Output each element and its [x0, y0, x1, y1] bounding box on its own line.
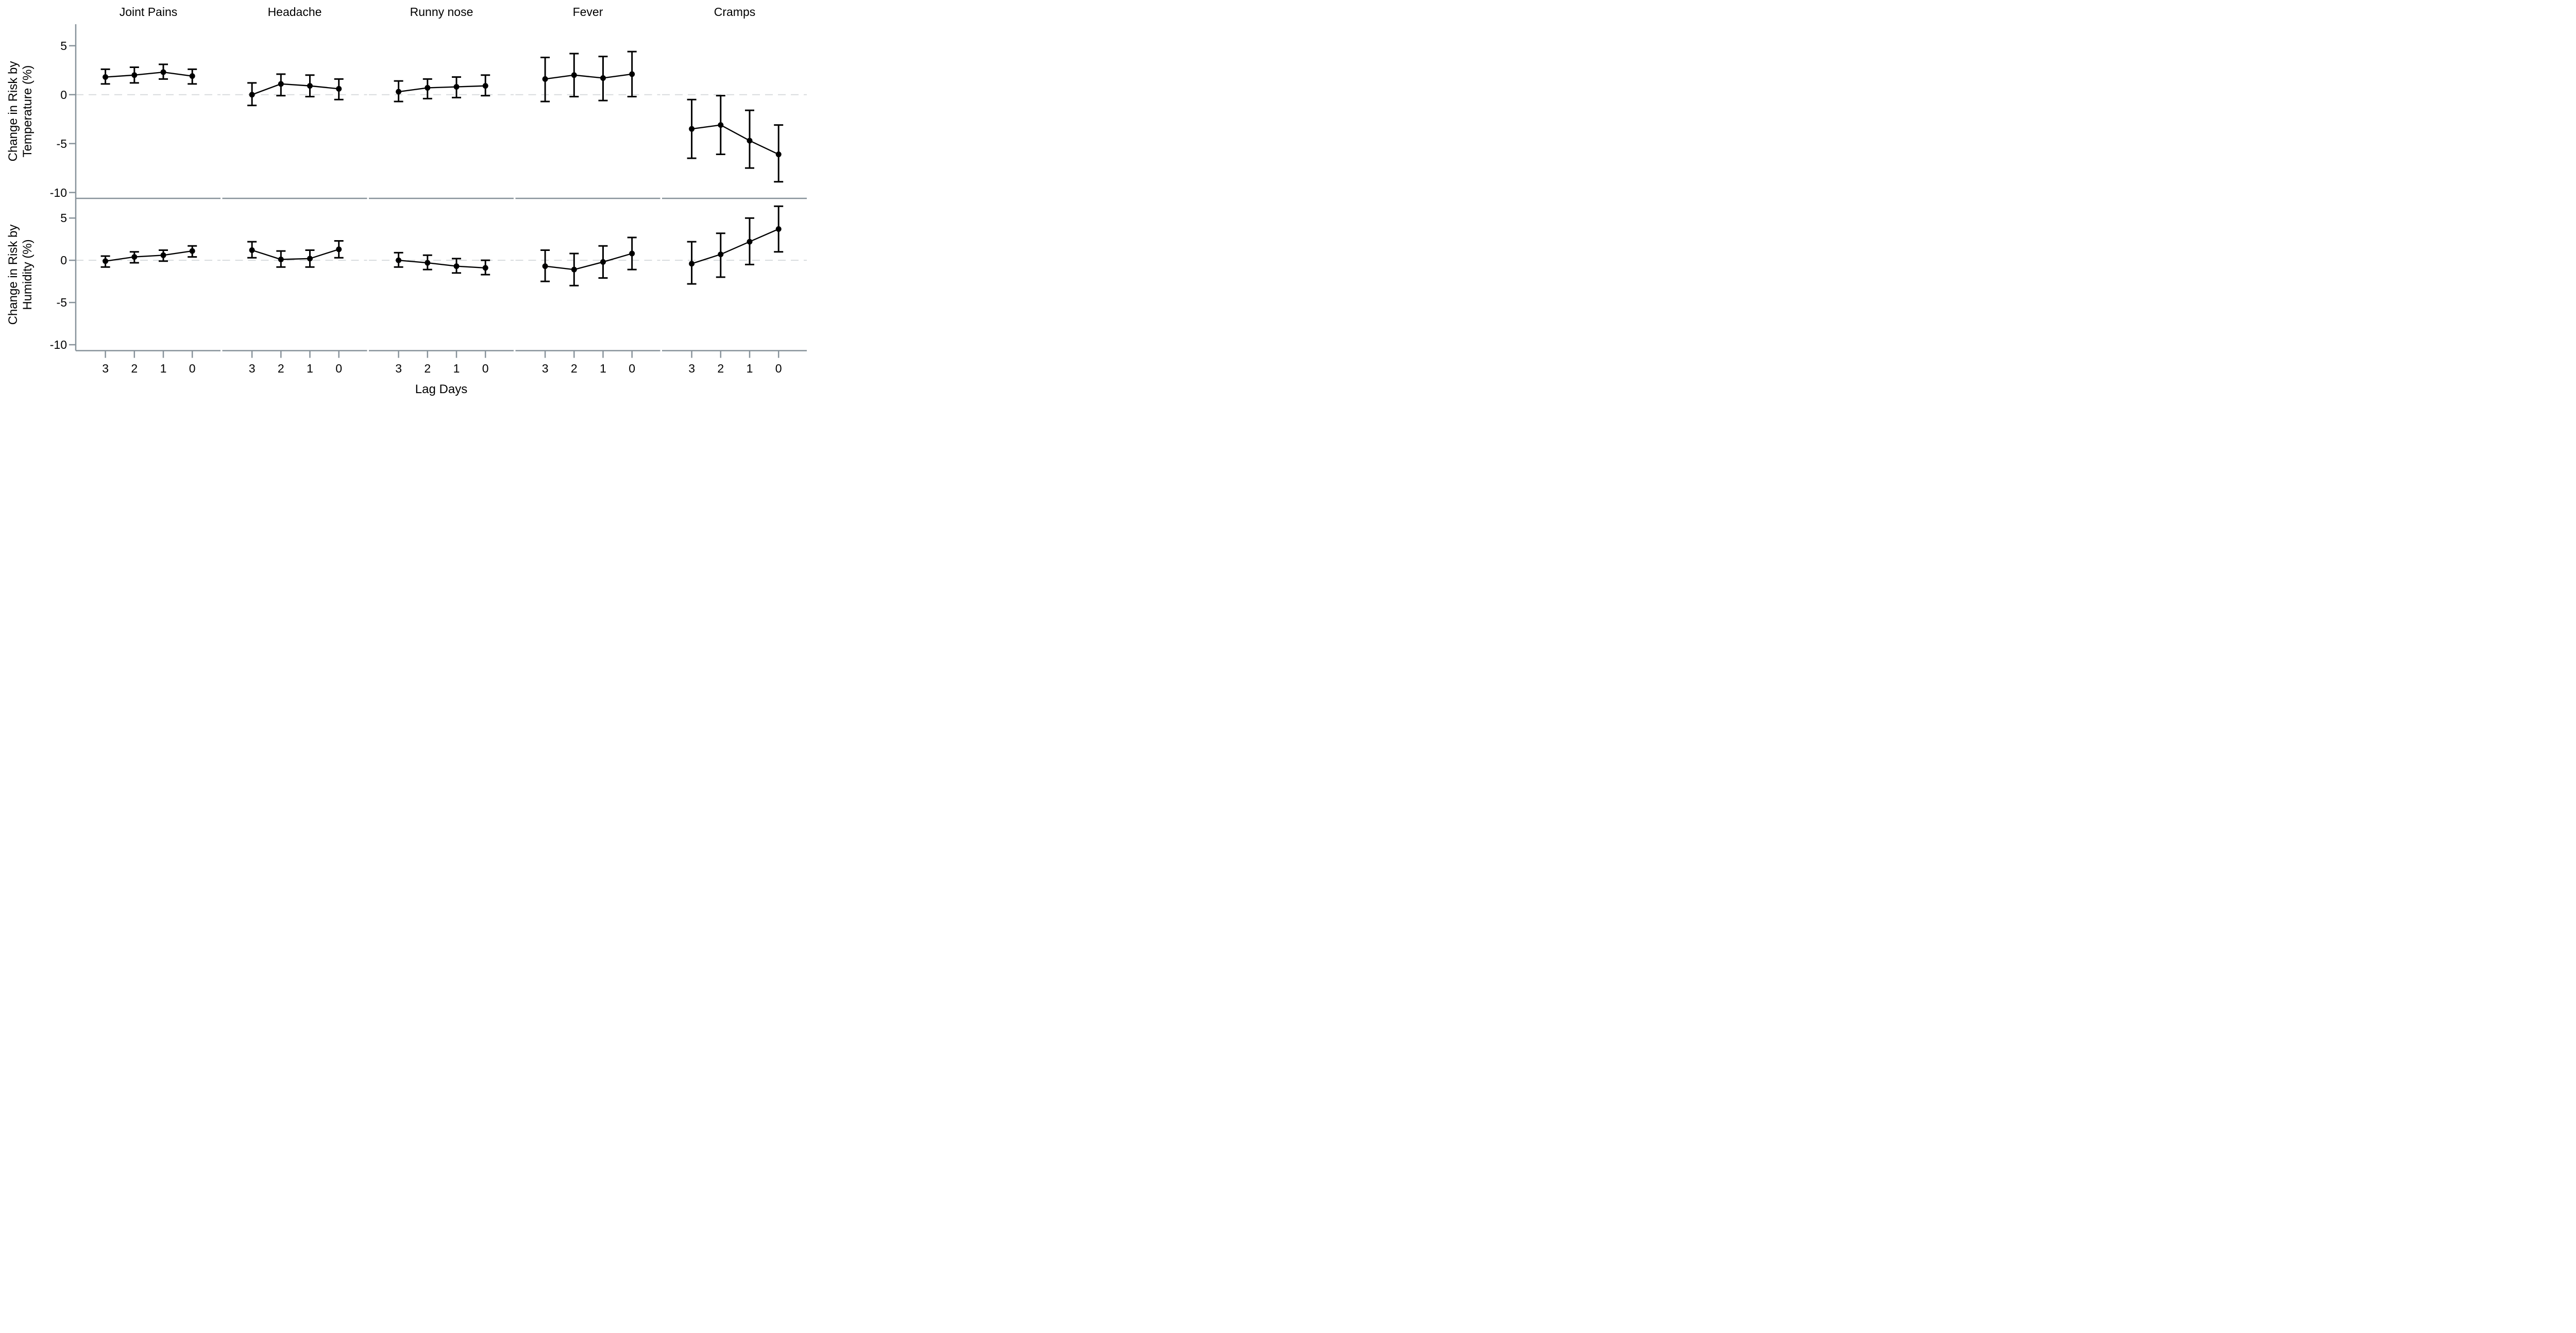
data-point: [131, 254, 138, 260]
data-point: [775, 226, 782, 232]
x-tick-label: 0: [629, 362, 636, 375]
x-tick-label: 1: [453, 362, 460, 375]
x-tick-label: 3: [248, 362, 256, 375]
data-point: [160, 69, 166, 75]
data-point: [629, 250, 635, 257]
data-point: [131, 72, 138, 78]
data-point: [307, 83, 313, 89]
series-line: [251, 83, 339, 95]
y-tick-label: -10: [49, 338, 67, 352]
data-point: [571, 72, 577, 78]
faceted-errorbar-chart: Joint Pains Headache Runny nose Fever Cr…: [0, 0, 808, 400]
data-point: [396, 89, 402, 95]
x-tick-label: 0: [775, 362, 782, 375]
x-tick-label: 1: [600, 362, 606, 375]
series-line: [398, 85, 486, 93]
data-point: [689, 126, 695, 132]
data-point: [336, 246, 342, 252]
data-point: [542, 263, 548, 269]
facet-title-joint-pains: Joint Pains: [119, 5, 178, 19]
data-point: [629, 71, 635, 77]
y-tick-label: 5: [60, 211, 67, 225]
data-point: [249, 92, 255, 98]
data-point: [307, 256, 313, 262]
facet-title-runny-nose: Runny nose: [410, 5, 473, 19]
data-point: [425, 85, 431, 91]
data-point: [278, 257, 284, 262]
y-tick-label: 5: [60, 39, 67, 53]
data-point: [600, 75, 606, 81]
data-point: [482, 265, 488, 271]
data-point: [160, 252, 166, 258]
data-point: [453, 84, 460, 90]
data-point: [718, 122, 724, 128]
facet-title-cramps: Cramps: [714, 5, 756, 19]
y-axis-label-humidity-line2: Humidity (%): [21, 239, 35, 310]
data-point: [775, 151, 782, 158]
data-point: [747, 138, 753, 144]
x-tick-label: 2: [570, 362, 578, 375]
series-line: [691, 228, 779, 264]
data-point: [453, 263, 460, 269]
x-tick-label: 1: [307, 362, 313, 375]
series-line: [691, 124, 779, 155]
y-axis-label-humidity: Change in Risk by Humidity (%): [6, 225, 35, 325]
data-point: [600, 259, 606, 265]
data-point: [542, 76, 548, 82]
facet-title-headache: Headache: [267, 5, 322, 19]
series-line: [105, 250, 193, 262]
data-point: [103, 258, 109, 264]
series-line: [251, 248, 340, 260]
x-tick-label: 3: [102, 362, 109, 375]
series-line: [545, 252, 633, 271]
x-tick-label: 3: [395, 362, 402, 375]
y-axis-label-temperature-line1: Change in Risk by: [6, 61, 20, 162]
data-point: [336, 86, 342, 92]
series-line: [398, 259, 486, 269]
data-point: [396, 257, 402, 263]
y-tick-label: 0: [60, 88, 67, 102]
x-tick-label: 1: [160, 362, 167, 375]
x-axis-title: Lag Days: [415, 382, 468, 396]
x-tick-label: 2: [277, 362, 284, 375]
data-point: [482, 83, 488, 89]
data-point: [718, 251, 724, 258]
x-tick-label: 2: [717, 362, 724, 375]
data-point: [189, 248, 195, 254]
data-point: [425, 260, 431, 266]
x-tick-label: 3: [541, 362, 549, 375]
y-tick-label: -5: [56, 137, 67, 150]
x-tick-label: 0: [335, 362, 343, 375]
series-line: [545, 73, 632, 80]
data-point: [103, 74, 109, 80]
data-point: [571, 266, 577, 273]
data-point: [689, 261, 695, 267]
y-axis-label-humidity-line1: Change in Risk by: [6, 224, 20, 325]
data-point: [747, 239, 753, 245]
plot-canvas: [69, 24, 807, 358]
x-tick-label: 0: [482, 362, 489, 375]
x-tick-label: 3: [688, 362, 695, 375]
x-tick-label: 1: [746, 362, 753, 375]
x-tick-label: 2: [131, 362, 138, 375]
y-tick-label: -5: [56, 296, 67, 310]
x-tick-label: 2: [424, 362, 431, 375]
facet-title-fever: Fever: [572, 5, 603, 19]
series-line: [105, 71, 193, 78]
y-tick-label: 0: [60, 254, 67, 267]
data-point: [249, 247, 255, 253]
x-tick-label: 0: [189, 362, 196, 375]
data-point: [189, 73, 195, 79]
y-tick-label: -10: [49, 185, 67, 199]
data-point: [278, 81, 284, 87]
